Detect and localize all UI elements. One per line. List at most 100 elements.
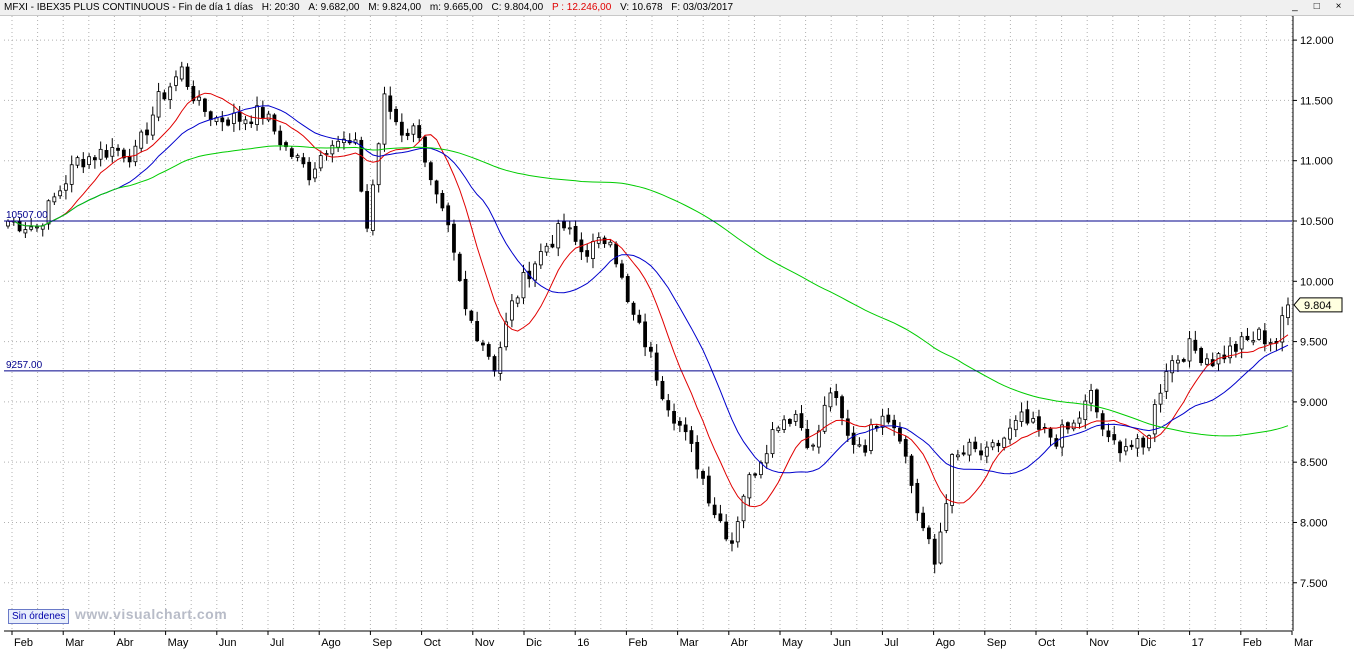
candle-body (452, 223, 456, 253)
candle-body (237, 111, 242, 122)
candle-body (544, 245, 549, 253)
candle-body (955, 454, 960, 458)
candle-body (104, 150, 109, 158)
x-tick-label: Sep (987, 637, 1007, 649)
candle-body (712, 504, 717, 516)
x-tick-label: May (168, 637, 189, 649)
candle-body (515, 297, 520, 304)
candle-body (405, 132, 410, 137)
candle-body (278, 130, 283, 146)
y-tick-label: 7.500 (1300, 578, 1328, 590)
candle-body (927, 527, 931, 540)
candle-body (133, 145, 138, 163)
maximize-icon[interactable]: □ (1313, 1, 1320, 12)
candle-body (828, 392, 833, 408)
candle-body (434, 180, 439, 195)
candle-body (1106, 430, 1111, 438)
x-tick-label: Mar (65, 637, 84, 649)
x-tick-label: Abr (116, 637, 133, 649)
x-tick-label: Mar (680, 637, 699, 649)
candle-body (1257, 328, 1261, 340)
candle-body (342, 138, 346, 144)
candle-body (492, 356, 497, 372)
candle-body (498, 347, 503, 374)
candle-body (602, 237, 607, 245)
candle-body (990, 442, 995, 448)
candle-body (139, 131, 144, 149)
x-tick-label: Sep (372, 637, 392, 649)
candle-body (585, 250, 590, 257)
candle-body (208, 111, 213, 121)
x-tick-label: Ago (936, 637, 956, 649)
candle-body (121, 149, 126, 159)
candle-body (695, 442, 700, 470)
candle-body (1094, 389, 1099, 413)
candle-body (313, 168, 317, 179)
candle-body (892, 419, 897, 429)
candle-body (811, 444, 815, 447)
candle-body (156, 91, 161, 118)
candle-body (979, 450, 983, 456)
candle-body (932, 538, 937, 565)
candle-body (845, 418, 850, 436)
candle-body (625, 275, 630, 302)
candle-body (880, 415, 885, 428)
candle-body (23, 229, 28, 234)
x-tick-label: Jun (219, 637, 237, 649)
candle-body (614, 243, 619, 265)
candle-body (6, 220, 10, 227)
candle-body (834, 391, 839, 399)
candle-body (857, 444, 862, 447)
candle-body (1251, 340, 1256, 343)
candle-body (307, 161, 312, 181)
candle-body (145, 129, 149, 136)
stat-open: A: 9.682,00 (308, 2, 360, 13)
x-tick-label: Feb (1243, 637, 1262, 649)
price-chart[interactable]: 10507.00 9257.00 12.000 11.500 11.000 10.500… (0, 16, 1354, 649)
y-tick-label: 10.000 (1300, 276, 1334, 288)
candle-body (1077, 417, 1082, 424)
candle-body (399, 121, 404, 136)
candle-body (185, 66, 190, 87)
candle-body (64, 183, 68, 191)
candle-body (29, 226, 34, 230)
moving-averages (7, 92, 1289, 508)
candle-body (174, 76, 178, 86)
last-price-box (1293, 297, 1343, 313)
candle-body (370, 184, 375, 231)
candle-body (365, 191, 369, 229)
candle-body (706, 475, 711, 504)
chart-title: MFXI - IBEX35 PLUS CONTINUOUS - Fin de d… (4, 2, 253, 13)
candle-body (359, 139, 364, 192)
candle-body (1245, 335, 1250, 341)
candle-body (255, 105, 259, 125)
candle-body (1152, 404, 1157, 435)
candle-body (17, 220, 22, 232)
candle-body (81, 159, 86, 168)
y-tick-label: 11.000 (1300, 156, 1333, 168)
candle-body (753, 473, 758, 476)
candle-body (226, 119, 230, 126)
close-icon[interactable]: × (1335, 1, 1342, 12)
candle-body (58, 190, 63, 197)
candle-body (1280, 315, 1285, 343)
candle-body (973, 441, 978, 450)
y-tick-label: 12.000 (1300, 35, 1334, 47)
candle-body (1135, 438, 1140, 449)
candle-body (851, 432, 856, 445)
minimize-icon[interactable]: _ (1292, 1, 1298, 12)
candle-body (950, 454, 954, 506)
candle-body (481, 342, 485, 346)
candle-body (197, 96, 202, 101)
candle-body (1025, 409, 1030, 424)
candle-body (915, 483, 920, 514)
candle-body (75, 157, 80, 166)
candle-body (127, 155, 132, 163)
candle-body (353, 139, 358, 144)
candle-body (1123, 446, 1128, 452)
stat-volume: V: 10.678 (620, 2, 663, 13)
candle-body (538, 251, 543, 266)
status-button[interactable]: Sin órdenes (8, 609, 70, 624)
candle-body (822, 404, 827, 432)
candle-body (1170, 360, 1175, 374)
